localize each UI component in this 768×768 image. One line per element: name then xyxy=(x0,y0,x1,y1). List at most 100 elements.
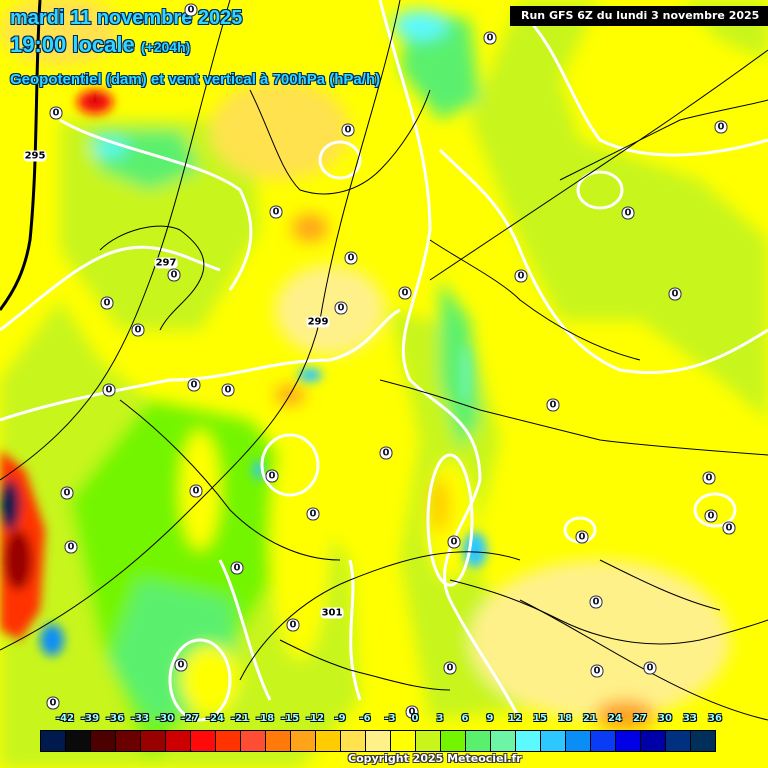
zero-wind-label: 0 xyxy=(187,378,201,392)
zero-wind-label: 0 xyxy=(286,618,300,632)
colorbar-tick: -33 xyxy=(130,713,150,724)
forecast-time: 19:00 locale (+204h) xyxy=(10,32,190,58)
colorbar-swatch xyxy=(466,731,491,751)
colorbar-tick: 33 xyxy=(683,713,697,724)
zero-wind-label: 0 xyxy=(589,595,603,609)
zero-wind-label: 0 xyxy=(60,486,74,500)
colorbar-swatch xyxy=(391,731,416,751)
zero-contours xyxy=(0,0,768,722)
geopotential-label: 301 xyxy=(320,607,344,619)
colorbar-tick: -39 xyxy=(80,713,100,724)
zero-wind-label: 0 xyxy=(714,120,728,134)
colorbar-swatch xyxy=(141,731,166,751)
forecast-lead-time: (+204h) xyxy=(140,39,191,55)
colorbar-tick: 9 xyxy=(486,713,494,724)
colorbar-tick-labels: -42 -39 -36 -33 -30 -27 -24 -21 -18 -15 -12 -9 -6 -3 0… xyxy=(40,713,740,727)
colorbar-tick: -27 xyxy=(180,713,200,724)
colorbar-swatch xyxy=(241,731,266,751)
colorbar-swatch xyxy=(191,731,216,751)
colorbar-swatch xyxy=(116,731,141,751)
colorbar-tick: 27 xyxy=(633,713,647,724)
zero-wind-label: 0 xyxy=(483,31,497,45)
colorbar-swatch xyxy=(41,731,66,751)
colorbar-swatch xyxy=(491,731,516,751)
zero-wind-label: 0 xyxy=(64,540,78,554)
colorbar-swatch xyxy=(341,731,366,751)
zero-wind-label: 0 xyxy=(546,398,560,412)
colorbar-tick: -12 xyxy=(305,713,325,724)
zero-wind-label: 0 xyxy=(668,287,682,301)
zero-wind-label: 0 xyxy=(102,383,116,397)
run-info-banner: Run GFS 6Z du lundi 3 novembre 2025 xyxy=(510,6,768,26)
colorbar-tick: -9 xyxy=(334,713,346,724)
zero-wind-label: 0 xyxy=(100,296,114,310)
colorbar-tick: 18 xyxy=(558,713,572,724)
geopotential-label: 297 xyxy=(154,257,178,269)
colorbar-tick: 30 xyxy=(658,713,672,724)
colorbar-swatch xyxy=(66,731,91,751)
zero-wind-label: 0 xyxy=(702,471,716,485)
colorbar-swatch xyxy=(166,731,191,751)
colorbar-swatch xyxy=(566,731,591,751)
zero-wind-label: 0 xyxy=(306,507,320,521)
colorbar-tick: -42 xyxy=(55,713,75,724)
zero-wind-label: 0 xyxy=(514,269,528,283)
colorbar-swatch xyxy=(291,731,316,751)
zero-wind-label: 0 xyxy=(221,383,235,397)
zero-wind-label: 0 xyxy=(131,323,145,337)
colorbar-tick: -18 xyxy=(255,713,275,724)
zero-wind-label: 0 xyxy=(265,469,279,483)
colorbar-swatch xyxy=(416,731,441,751)
zero-wind-label: 0 xyxy=(174,658,188,672)
zero-wind-label: 0 xyxy=(167,268,181,282)
colorbar-tick: 0 xyxy=(411,713,419,724)
zero-wind-label: 0 xyxy=(344,251,358,265)
zero-wind-label: 0 xyxy=(704,509,718,523)
zero-wind-label: 0 xyxy=(334,301,348,315)
colorbar-swatch xyxy=(266,731,291,751)
colorbar-tick: -6 xyxy=(359,713,371,724)
colorbar-tick: 15 xyxy=(533,713,547,724)
colorbar-swatch xyxy=(691,731,715,751)
colorbar-swatch xyxy=(216,731,241,751)
colorbar-tick: 12 xyxy=(508,713,522,724)
colorbar-tick: -21 xyxy=(230,713,250,724)
colorbar-tick: 3 xyxy=(436,713,444,724)
zero-wind-label: 0 xyxy=(46,696,60,710)
zero-wind-label: 0 xyxy=(447,535,461,549)
forecast-local-time: 19:00 locale xyxy=(10,32,135,57)
zero-wind-label: 0 xyxy=(722,521,736,535)
colorbar-swatch xyxy=(591,731,616,751)
copyright-notice: Copyright 2025 Meteociel.fr xyxy=(348,752,522,765)
colorbar-swatch xyxy=(366,731,391,751)
geopotential-isolines xyxy=(0,0,768,721)
colorbar-swatch xyxy=(541,731,566,751)
zero-wind-label: 0 xyxy=(398,286,412,300)
colorbar-tick: 24 xyxy=(608,713,622,724)
colorbar-swatch xyxy=(91,731,116,751)
geopotential-label: 295 xyxy=(23,150,47,162)
zero-wind-label: 0 xyxy=(590,664,604,678)
zero-wind-label: 0 xyxy=(184,3,198,17)
colorbar-tick: -3 xyxy=(384,713,396,724)
colorbar-tick: 6 xyxy=(461,713,469,724)
colorbar-tick: -30 xyxy=(155,713,175,724)
colorbar-swatch xyxy=(616,731,641,751)
colorbar-swatch xyxy=(441,731,466,751)
colorbar-tick: 36 xyxy=(708,713,722,724)
zero-wind-label: 0 xyxy=(379,446,393,460)
colorbar-swatch xyxy=(516,731,541,751)
colorbar-swatch xyxy=(641,731,666,751)
colorbar-tick: 21 xyxy=(583,713,597,724)
colorbar-swatch xyxy=(666,731,691,751)
borders xyxy=(99,89,768,691)
zero-wind-label: 0 xyxy=(575,530,589,544)
colorbar-swatch xyxy=(316,731,341,751)
zero-wind-label: 0 xyxy=(269,205,283,219)
parameter-description: Geopotentiel (dam) et vent vertical à 70… xyxy=(10,71,381,88)
zero-wind-label: 0 xyxy=(189,484,203,498)
geopotential-label: 299 xyxy=(306,316,330,328)
zero-wind-label: 0 xyxy=(643,661,657,675)
colorbar-tick: -24 xyxy=(205,713,225,724)
zero-wind-label: 0 xyxy=(341,123,355,137)
